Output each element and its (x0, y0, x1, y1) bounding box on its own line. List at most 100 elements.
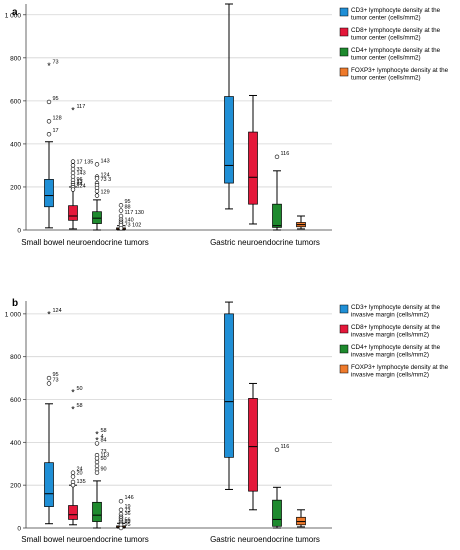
y-tick-label: 400 (10, 141, 21, 148)
outlier-point (94, 459, 100, 465)
outlier-label: 36 (125, 511, 131, 517)
outlier-label: 124 (53, 308, 62, 314)
outlier-label: 33 (77, 167, 83, 173)
outlier-point (94, 463, 100, 469)
box-iqr (296, 516, 306, 526)
legend: CD3+ lymphocyte density at the tumor cent… (339, 7, 449, 82)
outlier-label: 90 (101, 467, 107, 473)
outlier-point (46, 132, 52, 137)
box-1-1: * 73 95 128 17 (44, 59, 62, 229)
outlier-label: 73 (53, 377, 59, 383)
outlier-label: 84 (101, 437, 107, 443)
outlier-extreme: * (71, 388, 75, 398)
box-iqr (272, 203, 282, 228)
outlier-label: 128 (53, 115, 62, 121)
outlier-label: 117 (77, 104, 86, 110)
box-2-2 (248, 382, 258, 511)
legend-label: CD3+ lymphocyte density at the tumor cent… (351, 7, 441, 22)
outlier-point (46, 381, 52, 386)
outlier-label: 124 (101, 172, 110, 178)
outlier-label: 73 (125, 508, 131, 514)
box-1-2 (224, 301, 234, 490)
outlier-label: 20 (77, 471, 83, 477)
outlier-point (70, 474, 76, 479)
box-iqr (92, 211, 102, 224)
box-iqr (248, 398, 258, 492)
outlier-label: 17 (53, 128, 59, 134)
box-iqr (248, 131, 258, 205)
outlier-point (46, 375, 52, 381)
legend-label: CD3+ lymphocyte density at the invasive m… (351, 304, 441, 319)
x-category-label: Small bowel neuroendocrine tumors (21, 238, 149, 247)
outlier-point (46, 99, 52, 105)
outlier-label: 96 (77, 177, 83, 183)
outlier-extreme: * (71, 105, 75, 115)
x-category-label: Gastric neuroendocrine tumors (210, 535, 320, 544)
legend-swatch (339, 344, 349, 354)
legend-label: CD4+ lymphocyte density at the tumor cent… (351, 47, 441, 62)
legend-swatch (339, 324, 349, 334)
box-iqr (68, 505, 78, 520)
legend-label: FOXP3+ lymphocyte density at the invasive… (351, 364, 449, 379)
outlier-extreme: * (95, 435, 99, 445)
outlier-point (70, 187, 76, 192)
outlier-label: 95 (53, 96, 59, 102)
y-tick-label: 200 (10, 483, 21, 490)
outlier-label: 73 3 (101, 177, 112, 183)
outlier-label: 73 (101, 449, 107, 455)
outlier-label: 83 (125, 519, 131, 525)
outlier-extreme: * (95, 429, 99, 439)
outlier-point (94, 470, 100, 475)
outlier-extreme: * (71, 405, 75, 415)
outlier-label: 24 (77, 467, 83, 473)
chart-panel-a: a 0 200 400 600 800 1 000 Small bowel neuroendo… (5, 3, 449, 247)
outlier-point (94, 189, 100, 194)
y-tick-label: 200 (10, 184, 21, 191)
outlier-label: 17 135 (77, 159, 94, 165)
outlier-label: 95 (125, 522, 131, 528)
legend-swatch (339, 364, 349, 374)
outlier-point (70, 163, 76, 168)
legend-label: CD4+ lymphocyte density at the invasive m… (351, 344, 441, 359)
outlier-label: 95 (53, 372, 59, 378)
outlier-label: 116 (281, 444, 290, 450)
y-tick-label: 1 000 (5, 311, 22, 318)
box-3-2: 116 (272, 151, 289, 231)
outlier-label: 13 (77, 179, 83, 185)
box-2-2 (248, 94, 258, 225)
outlier-point (94, 441, 100, 446)
outlier-label: 95 (125, 199, 131, 205)
box-iqr (68, 205, 78, 221)
outlier-point (70, 482, 76, 488)
box-1-2 (224, 3, 234, 210)
outlier-label: 19 (125, 504, 131, 510)
outlier-label: 143 (77, 171, 86, 177)
outlier-point (118, 525, 124, 531)
outlier-label: 146 (125, 495, 134, 501)
box-iqr (224, 313, 234, 458)
legend-swatch (339, 27, 349, 37)
x-category-label: Small bowel neuroendocrine tumors (21, 535, 149, 544)
outlier-extreme: * (47, 309, 51, 319)
outlier-point (94, 162, 100, 167)
legend-swatch (339, 7, 349, 17)
legend-label: CD8+ lymphocyte density at the invasive m… (351, 324, 441, 339)
outlier-point (118, 208, 124, 213)
box-iqr (92, 501, 102, 522)
box-4-2 (296, 215, 306, 230)
outlier-point (118, 213, 124, 219)
outlier-point (70, 159, 76, 164)
y-tick-label: 800 (10, 354, 21, 361)
legend: CD3+ lymphocyte density at the invasive m… (339, 304, 449, 379)
outlier-point (46, 119, 52, 124)
outlier-label: 88 (125, 205, 131, 211)
outlier-label: 58 (101, 428, 107, 434)
box-iqr (44, 462, 54, 507)
outlier-label: 73 (53, 59, 59, 65)
x-category-label: Gastric neuroendocrine tumors (210, 238, 320, 247)
outlier-point (94, 176, 100, 181)
outlier-label: 73 102 (125, 222, 142, 228)
y-tick-label: 600 (10, 98, 21, 105)
